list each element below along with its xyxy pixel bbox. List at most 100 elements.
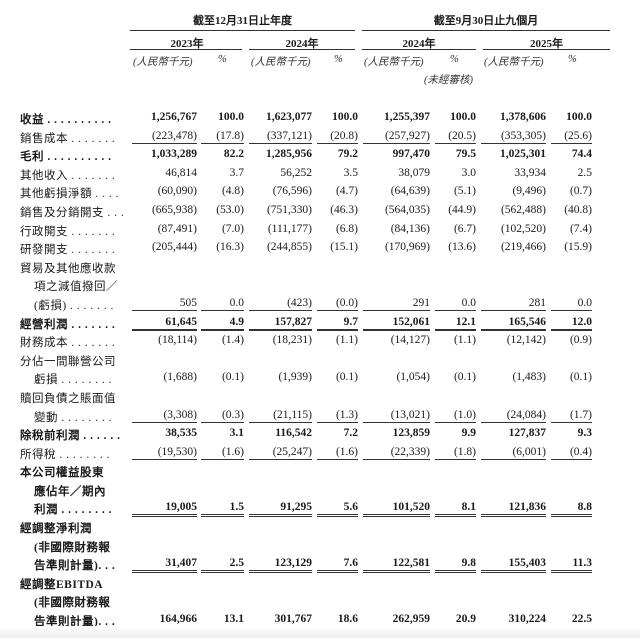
table-row: 虧損 . . . . . . . . (1,688) (0.1) (1,939) (0.… bbox=[0, 369, 640, 388]
percent-cell: 79.5 bbox=[455, 148, 476, 161]
table-row: 分佔一間聯營公司 bbox=[0, 351, 640, 370]
amount-cell: 155,403 bbox=[481, 557, 546, 574]
row-label: (非國際財務報 bbox=[34, 597, 111, 610]
table-row: (非國際財務報 bbox=[0, 592, 640, 611]
percent-cell: 100.0 bbox=[218, 111, 244, 123]
row-label: 利潤 . . . . . . . . bbox=[34, 504, 112, 517]
row-label: 財務成本 . . . . . . . bbox=[20, 337, 116, 350]
amount-cell: (257,927) bbox=[363, 130, 430, 144]
table-row: 毛利 . . . . . . . . . . 1,033,289 82.2 1,285… bbox=[0, 146, 640, 165]
year-header-2024-9m: 2024年 bbox=[402, 38, 436, 50]
amount-cell: (562,488) bbox=[500, 203, 546, 216]
amount-cell: 505 bbox=[132, 297, 197, 311]
amount-cell: 1,378,606 bbox=[500, 111, 546, 123]
pct-label: % bbox=[218, 54, 227, 65]
percent-cell: 5.6 bbox=[317, 501, 358, 518]
amount-cell: (64,639) bbox=[390, 185, 430, 198]
percent-cell: (7.0) bbox=[221, 222, 244, 235]
percent-cell: 11.3 bbox=[551, 557, 592, 574]
row-label: 銷售成本 . . . . . . . bbox=[20, 132, 116, 145]
divider bbox=[130, 49, 242, 50]
percent-cell: (1.6) bbox=[317, 446, 358, 460]
amount-cell: 291 bbox=[363, 297, 430, 311]
row-label: 行政開支 . . . . . . . bbox=[20, 225, 116, 238]
amount-cell: 1,256,767 bbox=[151, 111, 197, 123]
table-row: 變動 . . . . . . . . (3,308) (0.3) (21,115) (1… bbox=[0, 407, 640, 426]
amount-cell: 1,255,397 bbox=[384, 111, 430, 123]
amount-cell: (84,136) bbox=[390, 222, 430, 235]
percent-cell: (6.8) bbox=[335, 222, 358, 235]
pct-label: % bbox=[450, 54, 459, 65]
amount-cell: 127,837 bbox=[508, 427, 546, 440]
amount-cell: (87,491) bbox=[157, 222, 197, 235]
percent-cell: (4.7) bbox=[335, 185, 358, 198]
amount-cell: 157,827 bbox=[249, 316, 312, 331]
percent-cell: 100.0 bbox=[566, 111, 592, 123]
table-row: 告準則計量). . . 31,407 2.5 123,129 7.6 122,581 9.8… bbox=[0, 555, 640, 574]
table-row: 經營利潤 . . . . . . . 61,645 4.9 157,827 9.7 152… bbox=[0, 314, 640, 333]
percent-cell: 8.8 bbox=[551, 501, 592, 518]
divider bbox=[130, 30, 355, 31]
divider bbox=[483, 49, 610, 50]
amount-cell: (60,090) bbox=[157, 185, 197, 198]
percent-cell: 12.0 bbox=[551, 316, 592, 331]
amount-cell: (6,001) bbox=[481, 446, 546, 460]
amount-cell: (18,231) bbox=[272, 334, 312, 347]
amount-cell: (1,054) bbox=[396, 371, 430, 384]
percent-cell: (1.1) bbox=[453, 334, 476, 347]
row-label: 告準則計量). . . bbox=[34, 560, 116, 573]
row-label: 經調整淨利潤 bbox=[20, 523, 92, 536]
amount-cell: (76,596) bbox=[272, 185, 312, 198]
table-row: 除稅前利潤 . . . . . . 38,535 3.1 116,542 7.2 123,… bbox=[0, 425, 640, 444]
row-label: 本公司權益股東 bbox=[20, 467, 104, 480]
amount-cell: (19,530) bbox=[132, 446, 197, 460]
amount-cell: 116,542 bbox=[275, 427, 312, 440]
amount-cell: (24,084) bbox=[481, 409, 546, 423]
table-row: 貿易及其他應收款 bbox=[0, 258, 640, 277]
amount-cell: (102,520) bbox=[500, 222, 546, 235]
percent-cell: 3.5 bbox=[343, 166, 358, 179]
percent-cell: (0.1) bbox=[221, 371, 244, 384]
percent-cell: (16.3) bbox=[216, 241, 244, 254]
row-label: 分佔一間聯營公司 bbox=[20, 355, 116, 368]
amount-cell: 33,934 bbox=[514, 166, 546, 179]
amount-cell: 101,520 bbox=[363, 501, 430, 518]
percent-cell: (0.7) bbox=[569, 185, 592, 198]
amount-cell: 1,033,289 bbox=[151, 148, 197, 161]
year-header-2023: 2023年 bbox=[170, 38, 204, 50]
percent-cell: (25.6) bbox=[551, 130, 592, 144]
table-row: 行政開支 . . . . . . . (87,491) (7.0) (111,177)… bbox=[0, 221, 640, 240]
percent-cell: (0.3) bbox=[201, 409, 244, 423]
row-label: 其他收入 . . . . . . . bbox=[20, 169, 116, 182]
amount-cell: 91,295 bbox=[249, 501, 312, 518]
percent-cell: (4.8) bbox=[221, 185, 244, 198]
amount-cell: 1,623,077 bbox=[266, 111, 312, 123]
amount-cell: (353,305) bbox=[481, 130, 546, 144]
percent-cell: (0.1) bbox=[453, 371, 476, 384]
percent-cell: 9.8 bbox=[435, 557, 476, 574]
row-label: 告準則計量). . . bbox=[34, 616, 116, 629]
amount-cell: (21,115) bbox=[249, 409, 312, 423]
row-label: 贖回負債之賬面值 bbox=[20, 392, 116, 405]
amount-cell: (13,021) bbox=[363, 409, 430, 423]
percent-cell: 79.2 bbox=[337, 148, 358, 161]
amount-cell: (223,478) bbox=[132, 130, 197, 144]
table-row: 財務成本 . . . . . . . (18,114) (1.4) (18,231) (… bbox=[0, 332, 640, 351]
amount-cell: 1,025,301 bbox=[500, 148, 546, 161]
percent-cell: (6.7) bbox=[453, 222, 476, 235]
amount-cell: (205,444) bbox=[151, 241, 197, 254]
percent-cell: 3.1 bbox=[229, 427, 244, 440]
percent-cell: (13.6) bbox=[448, 241, 476, 254]
percent-cell: (20.8) bbox=[317, 130, 358, 144]
amount-cell: 997,470 bbox=[392, 148, 430, 161]
percent-cell: (1.8) bbox=[435, 446, 476, 460]
table-row: 其他收入 . . . . . . . 46,814 3.7 56,252 3.5 38,0… bbox=[0, 165, 640, 184]
amount-cell: (9,496) bbox=[512, 185, 546, 198]
percent-cell: (0.1) bbox=[335, 371, 358, 384]
table-row: 項之減值撥回／ bbox=[0, 276, 640, 295]
row-label: 毛利 . . . . . . . . . . bbox=[20, 151, 112, 164]
percent-cell: 1.5 bbox=[201, 501, 244, 518]
amount-cell: (170,969) bbox=[384, 241, 430, 254]
percent-cell: 0.0 bbox=[551, 297, 592, 311]
amount-cell: (25,247) bbox=[249, 446, 312, 460]
